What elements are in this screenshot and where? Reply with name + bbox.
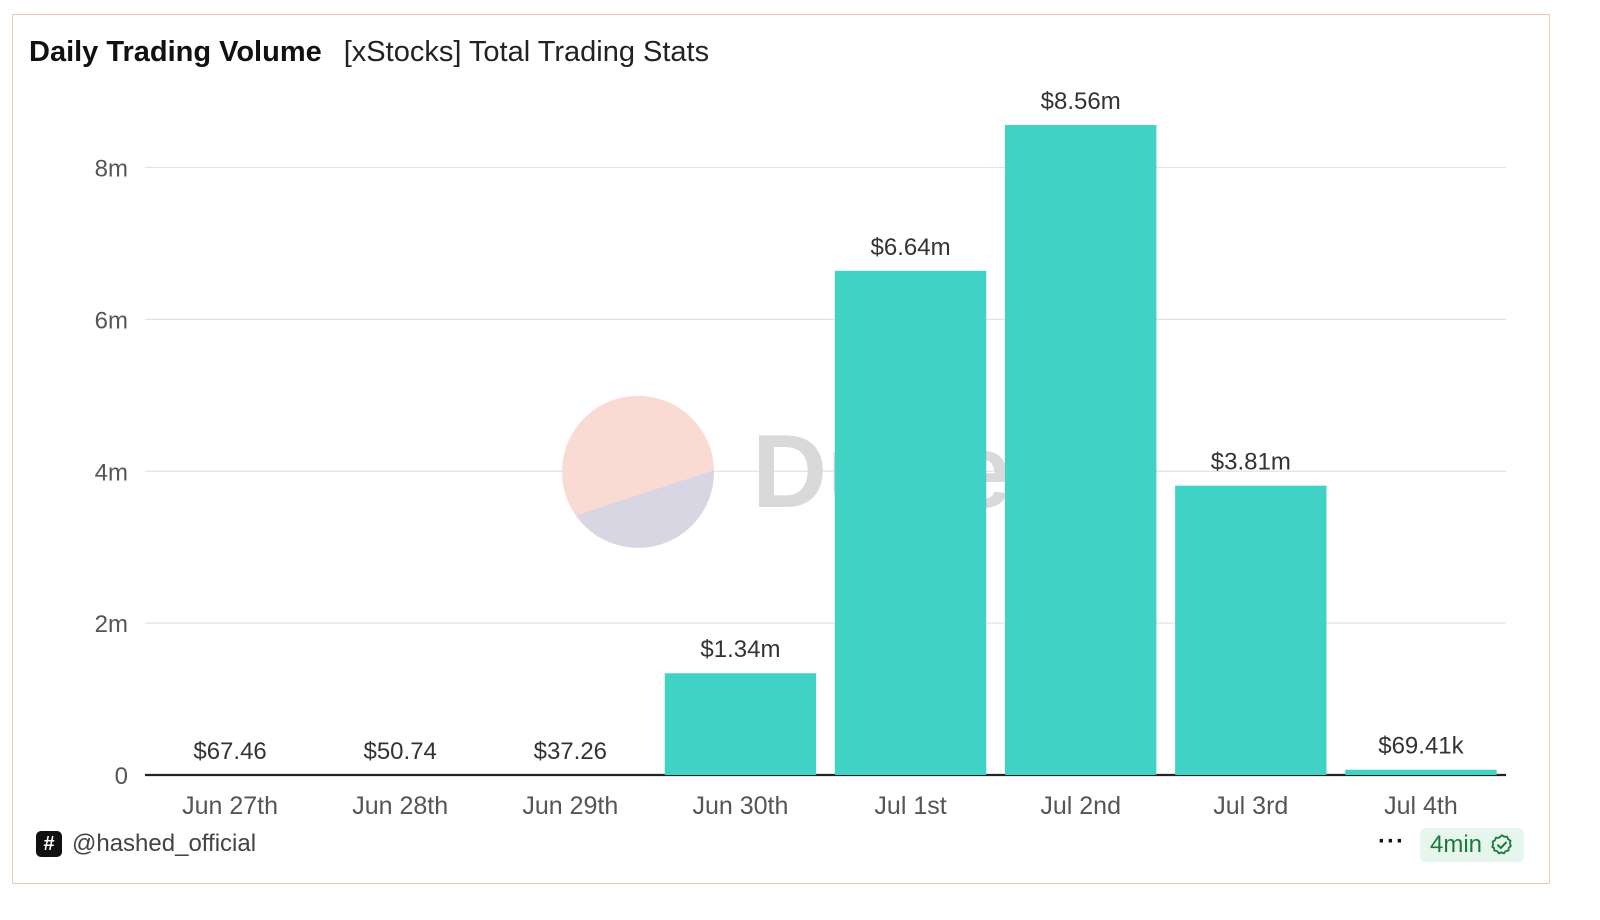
author-handle[interactable]: @hashed_official [72, 830, 257, 857]
bars-layer [664, 125, 1497, 775]
x-tick-label: Jul 3rd [1213, 792, 1288, 820]
bar-jul-3rd[interactable] [1175, 485, 1327, 775]
x-tick-label: Jul 2nd [1040, 792, 1121, 820]
bar-value-label: $1.34m [700, 636, 780, 663]
bar-jun-30th[interactable] [664, 673, 817, 775]
refresh-age: 4min [1430, 831, 1483, 858]
y-tick-label: 2m [95, 611, 128, 638]
watermark-pie-bottom [575, 470, 715, 548]
hash-logo-icon: # [36, 831, 62, 857]
x-tick-label: Jun 29th [522, 792, 618, 820]
chart-header: Daily Trading Volume [xStocks] Total Tra… [29, 36, 709, 69]
x-tick-label: Jul 4th [1384, 792, 1458, 820]
bar-value-label: $67.46 [193, 738, 266, 765]
watermark-pie-top [562, 395, 714, 516]
x-tick-label: Jun 27th [182, 792, 278, 820]
x-tick-label: Jul 1st [874, 792, 946, 820]
more-options-button[interactable]: ··· [1378, 828, 1405, 855]
x-tick-label: Jun 30th [692, 792, 788, 820]
bar-value-label: $8.56m [1041, 88, 1121, 115]
y-tick-label: 8m [95, 156, 128, 183]
chart-subtitle[interactable]: [xStocks] Total Trading Stats [343, 36, 710, 68]
footer-author[interactable]: # @hashed_official [36, 830, 256, 858]
labels-layer: $67.46 Jun 27th $50.74 Jun 28th $37.26 Jun 29… [182, 88, 1465, 820]
x-tick-label: Jun 28th [352, 792, 448, 820]
bar-value-label: $6.64m [871, 234, 951, 261]
bar-value-label: $69.41k [1378, 733, 1464, 760]
refresh-status-badge[interactable]: 4min [1420, 828, 1525, 862]
bar-jul-1st[interactable] [834, 270, 987, 775]
y-tick-label: 0 [115, 763, 128, 790]
y-tick-label: 4m [95, 459, 128, 486]
y-tick-label: 6m [95, 307, 128, 334]
bar-value-label: $37.26 [534, 738, 607, 765]
bar-jul-2nd[interactable] [1004, 125, 1157, 775]
chart-title: Daily Trading Volume [29, 36, 322, 68]
check-badge-icon [1491, 834, 1512, 855]
bar-jul-4th[interactable] [1345, 769, 1497, 775]
bar-value-label: $3.81m [1211, 449, 1291, 476]
bar-value-label: $50.74 [363, 738, 436, 765]
